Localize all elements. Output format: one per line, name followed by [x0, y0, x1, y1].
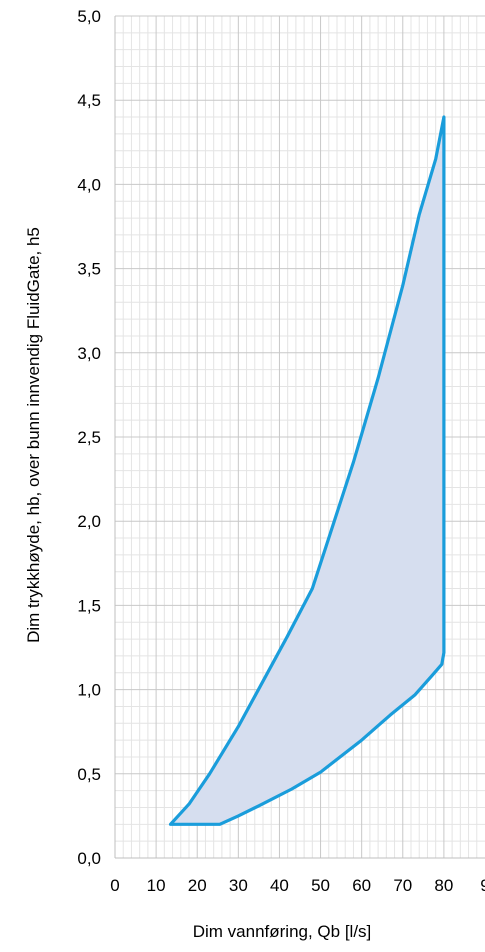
x-tick-label: 10 [147, 876, 166, 895]
y-tick-label: 3,5 [77, 260, 101, 279]
x-tick-label: 70 [393, 876, 412, 895]
y-tick-label: 4,5 [77, 91, 101, 110]
x-tick-label: 20 [188, 876, 207, 895]
y-tick-label: 5,0 [77, 7, 101, 26]
y-tick-label: 2,0 [77, 512, 101, 531]
y-tick-label: 1,0 [77, 681, 101, 700]
y-tick-label: 2,5 [77, 428, 101, 447]
y-tick-labels: 0,0 0,5 1,0 1,5 2,0 2,5 3,0 3,5 4,0 4,5 5,0 [77, 7, 101, 868]
series-line [168, 115, 446, 826]
x-tick-label: 60 [352, 876, 371, 895]
x-tick-label: 80 [434, 876, 453, 895]
y-tick-label: 0,5 [77, 765, 101, 784]
series-area-fill [170, 117, 444, 825]
plot-area [168, 115, 446, 826]
y-tick-label: 0,0 [77, 849, 101, 868]
x-tick-labels: 0 10 20 30 40 50 60 70 80 9 [110, 876, 485, 895]
x-tick-label: 0 [110, 876, 119, 895]
x-axis-title: Dim vannføring, Qb [l/s] [193, 922, 372, 941]
x-tick-label: 50 [311, 876, 330, 895]
x-tick-label: 30 [229, 876, 248, 895]
y-tick-label: 1,5 [77, 596, 101, 615]
y-tick-label: 3,0 [77, 344, 101, 363]
x-tick-label: 40 [270, 876, 289, 895]
x-tick-label: 9 [480, 876, 485, 895]
axes [114, 16, 485, 859]
y-axis-title: Dim trykkhøyde, hb, over bunn innvendig … [24, 227, 43, 643]
y-tick-label: 4,0 [77, 175, 101, 194]
